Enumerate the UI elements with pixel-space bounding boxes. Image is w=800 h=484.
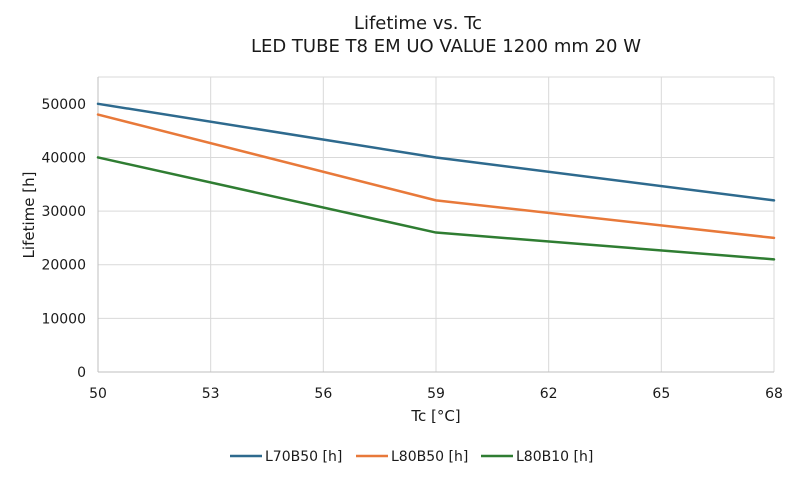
legend-label-1: L70B50 [h] <box>265 449 342 465</box>
y-tick-label: 10000 <box>41 311 86 327</box>
x-tick-label: 50 <box>89 386 107 402</box>
legend-label-3: L80B10 [h] <box>516 449 593 465</box>
y-tick-label: 50000 <box>41 97 86 113</box>
tick-labels: 0 10000 20000 30000 40000 50000 50 53 56 59 62 65 68 <box>41 97 782 402</box>
y-tick-label: 20000 <box>41 258 86 274</box>
y-tick-label: 40000 <box>41 150 86 166</box>
series-line-1 <box>96 102 776 202</box>
x-axis-label: Tc [°C] <box>410 407 460 425</box>
y-tick-label: 0 <box>77 365 86 381</box>
series-line-2 <box>96 113 776 240</box>
x-tick-label: 53 <box>202 386 220 402</box>
x-tick-label: 65 <box>652 386 670 402</box>
x-tick-label: 56 <box>314 386 332 402</box>
y-tick-label: 30000 <box>41 204 86 220</box>
grid <box>98 76 775 372</box>
series-lines <box>96 102 776 261</box>
x-tick-label: 59 <box>427 386 445 402</box>
legend: L70B50 [h] L80B50 [h] L80B10 [h] <box>230 449 593 465</box>
axes <box>97 77 774 373</box>
y-axis-label: Lifetime [h] <box>20 172 38 259</box>
chart-title: Lifetime vs. Tc <box>354 13 482 34</box>
chart-subtitle: LED TUBE T8 EM UO VALUE 1200 mm 20 W <box>251 36 641 57</box>
x-tick-label: 62 <box>540 386 558 402</box>
x-tick-label: 68 <box>765 386 783 402</box>
series-line-3 <box>96 156 776 261</box>
legend-label-2: L80B50 [h] <box>391 449 468 465</box>
